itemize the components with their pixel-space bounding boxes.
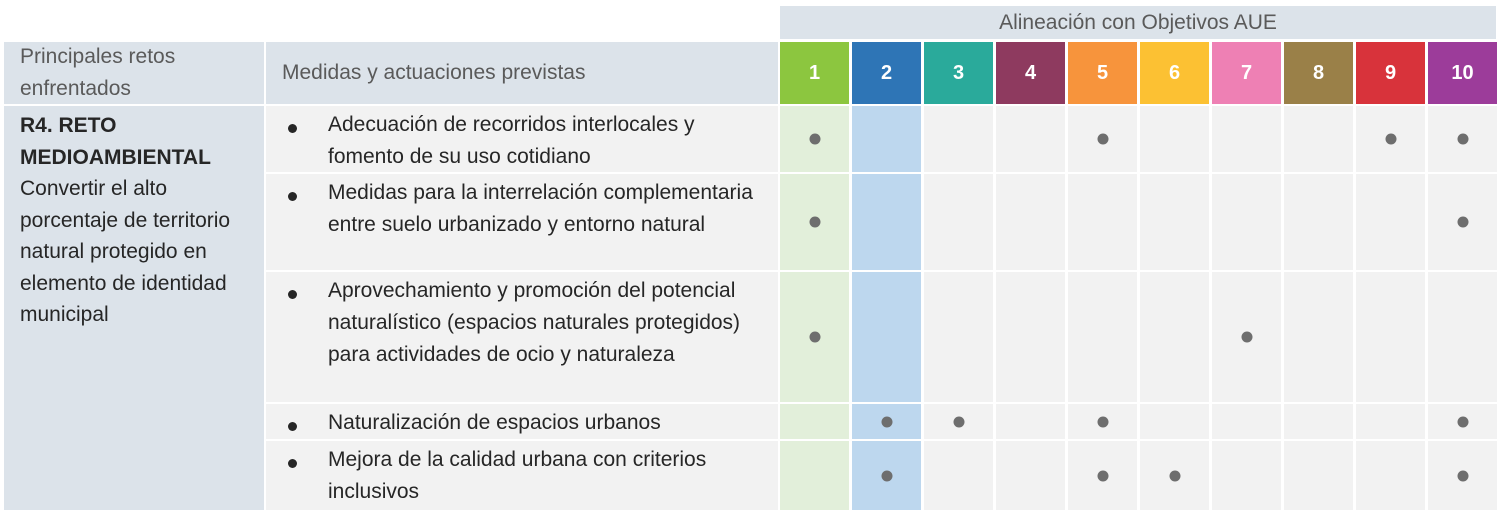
alignment-cell-r4-c2 xyxy=(852,404,921,439)
alignment-cell-r3-c5 xyxy=(1068,272,1137,402)
alignment-cell-r2-c10 xyxy=(1428,174,1497,270)
header-medidas: Medidas y actuaciones previstas xyxy=(266,42,778,104)
alignment-cell-r5-c4 xyxy=(996,441,1065,510)
alignment-dot-icon xyxy=(1385,133,1396,145)
bullet-icon xyxy=(288,290,297,299)
reto-title: R4. RETO MEDIOAMBIENTAL xyxy=(20,114,211,169)
alignment-dot-icon xyxy=(881,470,892,481)
measure-row-4: Naturalización de espacios urbanos xyxy=(266,404,778,439)
alignment-cell-r5-c7 xyxy=(1212,441,1281,510)
alignment-dot-icon xyxy=(881,416,892,427)
aue-alignment-title: Alineación con Objetivos AUE xyxy=(780,6,1496,39)
header-medidas-label: Medidas y actuaciones previstas xyxy=(282,61,586,84)
alignment-cell-r5-c5 xyxy=(1068,441,1137,510)
objective-header-3: 3 xyxy=(924,42,993,104)
alignment-cell-r1-c8 xyxy=(1284,106,1353,172)
alignment-cell-r4-c5 xyxy=(1068,404,1137,439)
alignment-cell-r3-c6 xyxy=(1140,272,1209,402)
alignment-cell-r1-c10 xyxy=(1428,106,1497,172)
alignment-cell-r1-c4 xyxy=(996,106,1065,172)
alignment-cell-r3-c4 xyxy=(996,272,1065,402)
alignment-cell-r2-c9 xyxy=(1356,174,1425,270)
alignment-cell-r3-c10 xyxy=(1428,272,1497,402)
reto-cell: R4. RETO MEDIOAMBIENTAL Convertir el alt… xyxy=(4,106,264,510)
alignment-dot-icon xyxy=(809,331,820,343)
alignment-cell-r3-c9 xyxy=(1356,272,1425,402)
alignment-cell-r4-c8 xyxy=(1284,404,1353,439)
objective-header-6: 6 xyxy=(1140,42,1209,104)
alignment-cell-r2-c7 xyxy=(1212,174,1281,270)
measure-text: Mejora de la calidad urbana con criterio… xyxy=(328,448,707,503)
alignment-dot-icon xyxy=(1241,331,1252,343)
objective-header-5: 5 xyxy=(1068,42,1137,104)
measure-row-2: Medidas para la interrelación complement… xyxy=(266,174,778,270)
header-principales-retos-label: Principales retos enfrentados xyxy=(20,45,176,100)
alignment-cell-r3-c7 xyxy=(1212,272,1281,402)
alignment-dot-icon xyxy=(1097,416,1108,427)
alignment-dot-icon xyxy=(1169,470,1180,481)
objective-header-8: 8 xyxy=(1284,42,1353,104)
bullet-icon xyxy=(288,192,297,201)
measure-text: Naturalización de espacios urbanos xyxy=(328,411,661,434)
measure-text: Medidas para la interrelación complement… xyxy=(328,181,753,236)
alignment-dot-icon xyxy=(1457,133,1468,145)
bullet-icon xyxy=(288,124,297,133)
alignment-dot-icon xyxy=(1457,470,1468,481)
bullet-icon xyxy=(288,422,297,431)
alignment-dot-icon xyxy=(809,216,820,228)
alignment-cell-r3-c8 xyxy=(1284,272,1353,402)
alignment-cell-r4-c7 xyxy=(1212,404,1281,439)
alignment-dot-icon xyxy=(1457,216,1468,228)
alignment-cell-r1-c2 xyxy=(852,106,921,172)
alignment-cell-r4-c4 xyxy=(996,404,1065,439)
measure-row-3: Aprovechamiento y promoción del potencia… xyxy=(266,272,778,402)
alignment-cell-r4-c6 xyxy=(1140,404,1209,439)
alignment-cell-r2-c6 xyxy=(1140,174,1209,270)
objective-header-2: 2 xyxy=(852,42,921,104)
objective-header-10: 10 xyxy=(1428,42,1497,104)
alignment-cell-r3-c1 xyxy=(780,272,849,402)
bullet-icon xyxy=(288,459,297,468)
alignment-cell-r5-c2 xyxy=(852,441,921,510)
alignment-cell-r2-c8 xyxy=(1284,174,1353,270)
alignment-cell-r2-c4 xyxy=(996,174,1065,270)
objective-header-7: 7 xyxy=(1212,42,1281,104)
alignment-cell-r2-c1 xyxy=(780,174,849,270)
alignment-cell-r2-c3 xyxy=(924,174,993,270)
measure-row-1: Adecuación de recorridos interlocales y … xyxy=(266,106,778,172)
alignment-cell-r1-c7 xyxy=(1212,106,1281,172)
alignment-dot-icon xyxy=(809,133,820,145)
objective-header-4: 4 xyxy=(996,42,1065,104)
alignment-dot-icon xyxy=(953,416,964,427)
alignment-cell-r2-c5 xyxy=(1068,174,1137,270)
alignment-cell-r5-c1 xyxy=(780,441,849,510)
alignment-cell-r2-c2 xyxy=(852,174,921,270)
header-principales-retos: Principales retos enfrentados xyxy=(4,42,264,104)
alignment-cell-r5-c8 xyxy=(1284,441,1353,510)
alignment-cell-r1-c9 xyxy=(1356,106,1425,172)
alignment-cell-r4-c1 xyxy=(780,404,849,439)
alignment-cell-r1-c3 xyxy=(924,106,993,172)
alignment-dot-icon xyxy=(1097,470,1108,481)
measure-row-5: Mejora de la calidad urbana con criterio… xyxy=(266,441,778,510)
alignment-cell-r5-c3 xyxy=(924,441,993,510)
alignment-cell-r3-c2 xyxy=(852,272,921,402)
alignment-cell-r5-c10 xyxy=(1428,441,1497,510)
alignment-cell-r5-c9 xyxy=(1356,441,1425,510)
alignment-cell-r1-c6 xyxy=(1140,106,1209,172)
alignment-cell-r4-c9 xyxy=(1356,404,1425,439)
alignment-cell-r1-c1 xyxy=(780,106,849,172)
alignment-dot-icon xyxy=(1457,416,1468,427)
alignment-cell-r4-c10 xyxy=(1428,404,1497,439)
alignment-dot-icon xyxy=(1097,133,1108,145)
measure-text: Adecuación de recorridos interlocales y … xyxy=(328,113,695,168)
alignment-cell-r5-c6 xyxy=(1140,441,1209,510)
alignment-cell-r3-c3 xyxy=(924,272,993,402)
objective-header-9: 9 xyxy=(1356,42,1425,104)
objective-header-1: 1 xyxy=(780,42,849,104)
measure-text: Aprovechamiento y promoción del potencia… xyxy=(328,279,741,366)
alignment-cell-r1-c5 xyxy=(1068,106,1137,172)
reto-description: Convertir el alto porcentaje de territor… xyxy=(20,177,231,326)
alignment-cell-r4-c3 xyxy=(924,404,993,439)
